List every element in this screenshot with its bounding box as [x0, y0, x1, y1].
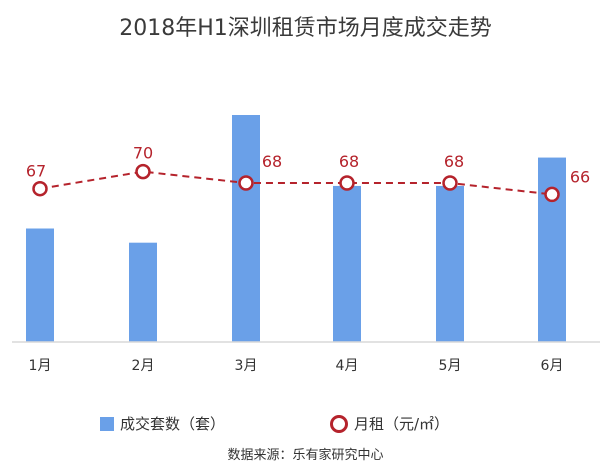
x-tick-label: 1月 — [29, 358, 52, 374]
data-labels-group: 67 70 68 68 68 66 — [26, 144, 590, 187]
x-tick-label: 4月 — [336, 358, 359, 374]
x-tick-label: 3月 — [235, 358, 258, 374]
rent-data-label: 68 — [262, 152, 282, 171]
x-tick-label: 6月 — [541, 358, 564, 374]
rent-data-label: 67 — [26, 162, 46, 181]
rent-point-3月 — [238, 175, 254, 191]
bars-group — [26, 115, 566, 342]
rent-point-6月 — [544, 186, 560, 203]
rent-point-5月 — [442, 175, 458, 191]
bar-6月 — [538, 157, 566, 342]
legend-item-bars: 成交套数（套） — [100, 413, 225, 434]
line-series-group — [32, 163, 560, 203]
x-tick-labels: 1月 2月 3月 4月 5月 6月 — [29, 358, 564, 374]
legend-bar-swatch — [100, 416, 114, 431]
bar-4月 — [333, 185, 361, 342]
rent-point-4月 — [339, 175, 355, 191]
legend-item-line: 月租（元/㎡） — [330, 413, 449, 434]
bar-2月 — [129, 242, 157, 342]
rent-line — [39, 170, 553, 196]
bar-3月 — [232, 115, 260, 342]
source-note: 数据来源：乐有家研究中心 — [227, 448, 384, 463]
legend: 成交套数（套） 月租（元/㎡） — [0, 413, 611, 443]
x-tick-label: 2月 — [132, 358, 155, 374]
legend-line-swatch — [330, 414, 348, 433]
bar-1月 — [26, 228, 54, 342]
bar-5月 — [436, 185, 464, 342]
chart-svg: 1月 2月 3月 4月 5月 6月 67 70 68 68 68 66 — [12, 115, 600, 374]
x-tick-label: 5月 — [439, 358, 462, 374]
rent-point-2月 — [135, 163, 151, 180]
rent-data-label: 68 — [339, 152, 359, 171]
rent-data-label: 68 — [444, 152, 464, 171]
legend-line-label: 月租（元/㎡） — [354, 415, 450, 433]
rent-point-1月 — [32, 180, 48, 197]
rent-data-label: 70 — [133, 144, 153, 163]
rent-data-label: 66 — [570, 167, 590, 186]
legend-bar-label: 成交套数（套） — [120, 415, 226, 433]
chart-title: 2018年H1深圳租赁市场月度成交走势 — [119, 16, 492, 41]
